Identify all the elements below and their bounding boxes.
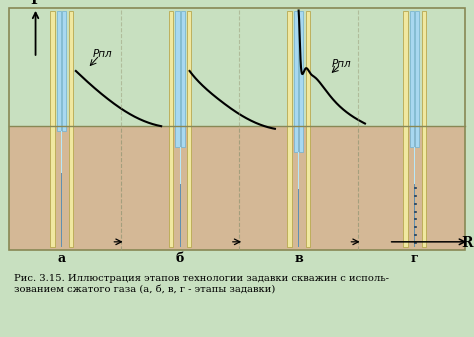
Bar: [50, 10, 55, 247]
Text: R: R: [461, 236, 473, 250]
Bar: [299, 10, 303, 152]
Bar: [294, 10, 298, 152]
Bar: [180, 147, 181, 184]
Bar: [287, 10, 292, 247]
Bar: [62, 10, 66, 131]
Text: б: б: [176, 252, 184, 266]
Bar: [169, 10, 173, 247]
Text: Рпл: Рпл: [92, 49, 112, 59]
Bar: [414, 184, 415, 247]
Bar: [57, 10, 61, 131]
Bar: [180, 184, 181, 247]
Bar: [422, 10, 426, 247]
Bar: [415, 10, 419, 147]
Bar: [187, 10, 191, 247]
Bar: [306, 10, 310, 247]
Text: г: г: [411, 252, 419, 266]
Bar: [414, 147, 415, 184]
Bar: [181, 10, 185, 147]
Bar: [61, 174, 62, 247]
Text: Рпл: Рпл: [332, 59, 351, 69]
Bar: [298, 189, 299, 247]
Text: а: а: [57, 252, 66, 266]
Text: P: P: [30, 0, 41, 6]
Bar: [9, 8, 465, 126]
Bar: [403, 10, 408, 247]
Bar: [298, 152, 299, 189]
Text: Рис. 3.15. Иллюстрация этапов технологии задавки скважин с исполь-
зованием сжат: Рис. 3.15. Иллюстрация этапов технологии…: [14, 274, 389, 294]
Bar: [61, 131, 62, 174]
Bar: [9, 126, 465, 250]
Bar: [410, 10, 414, 147]
Bar: [175, 10, 180, 147]
Bar: [69, 10, 73, 247]
Text: в: в: [294, 252, 303, 266]
